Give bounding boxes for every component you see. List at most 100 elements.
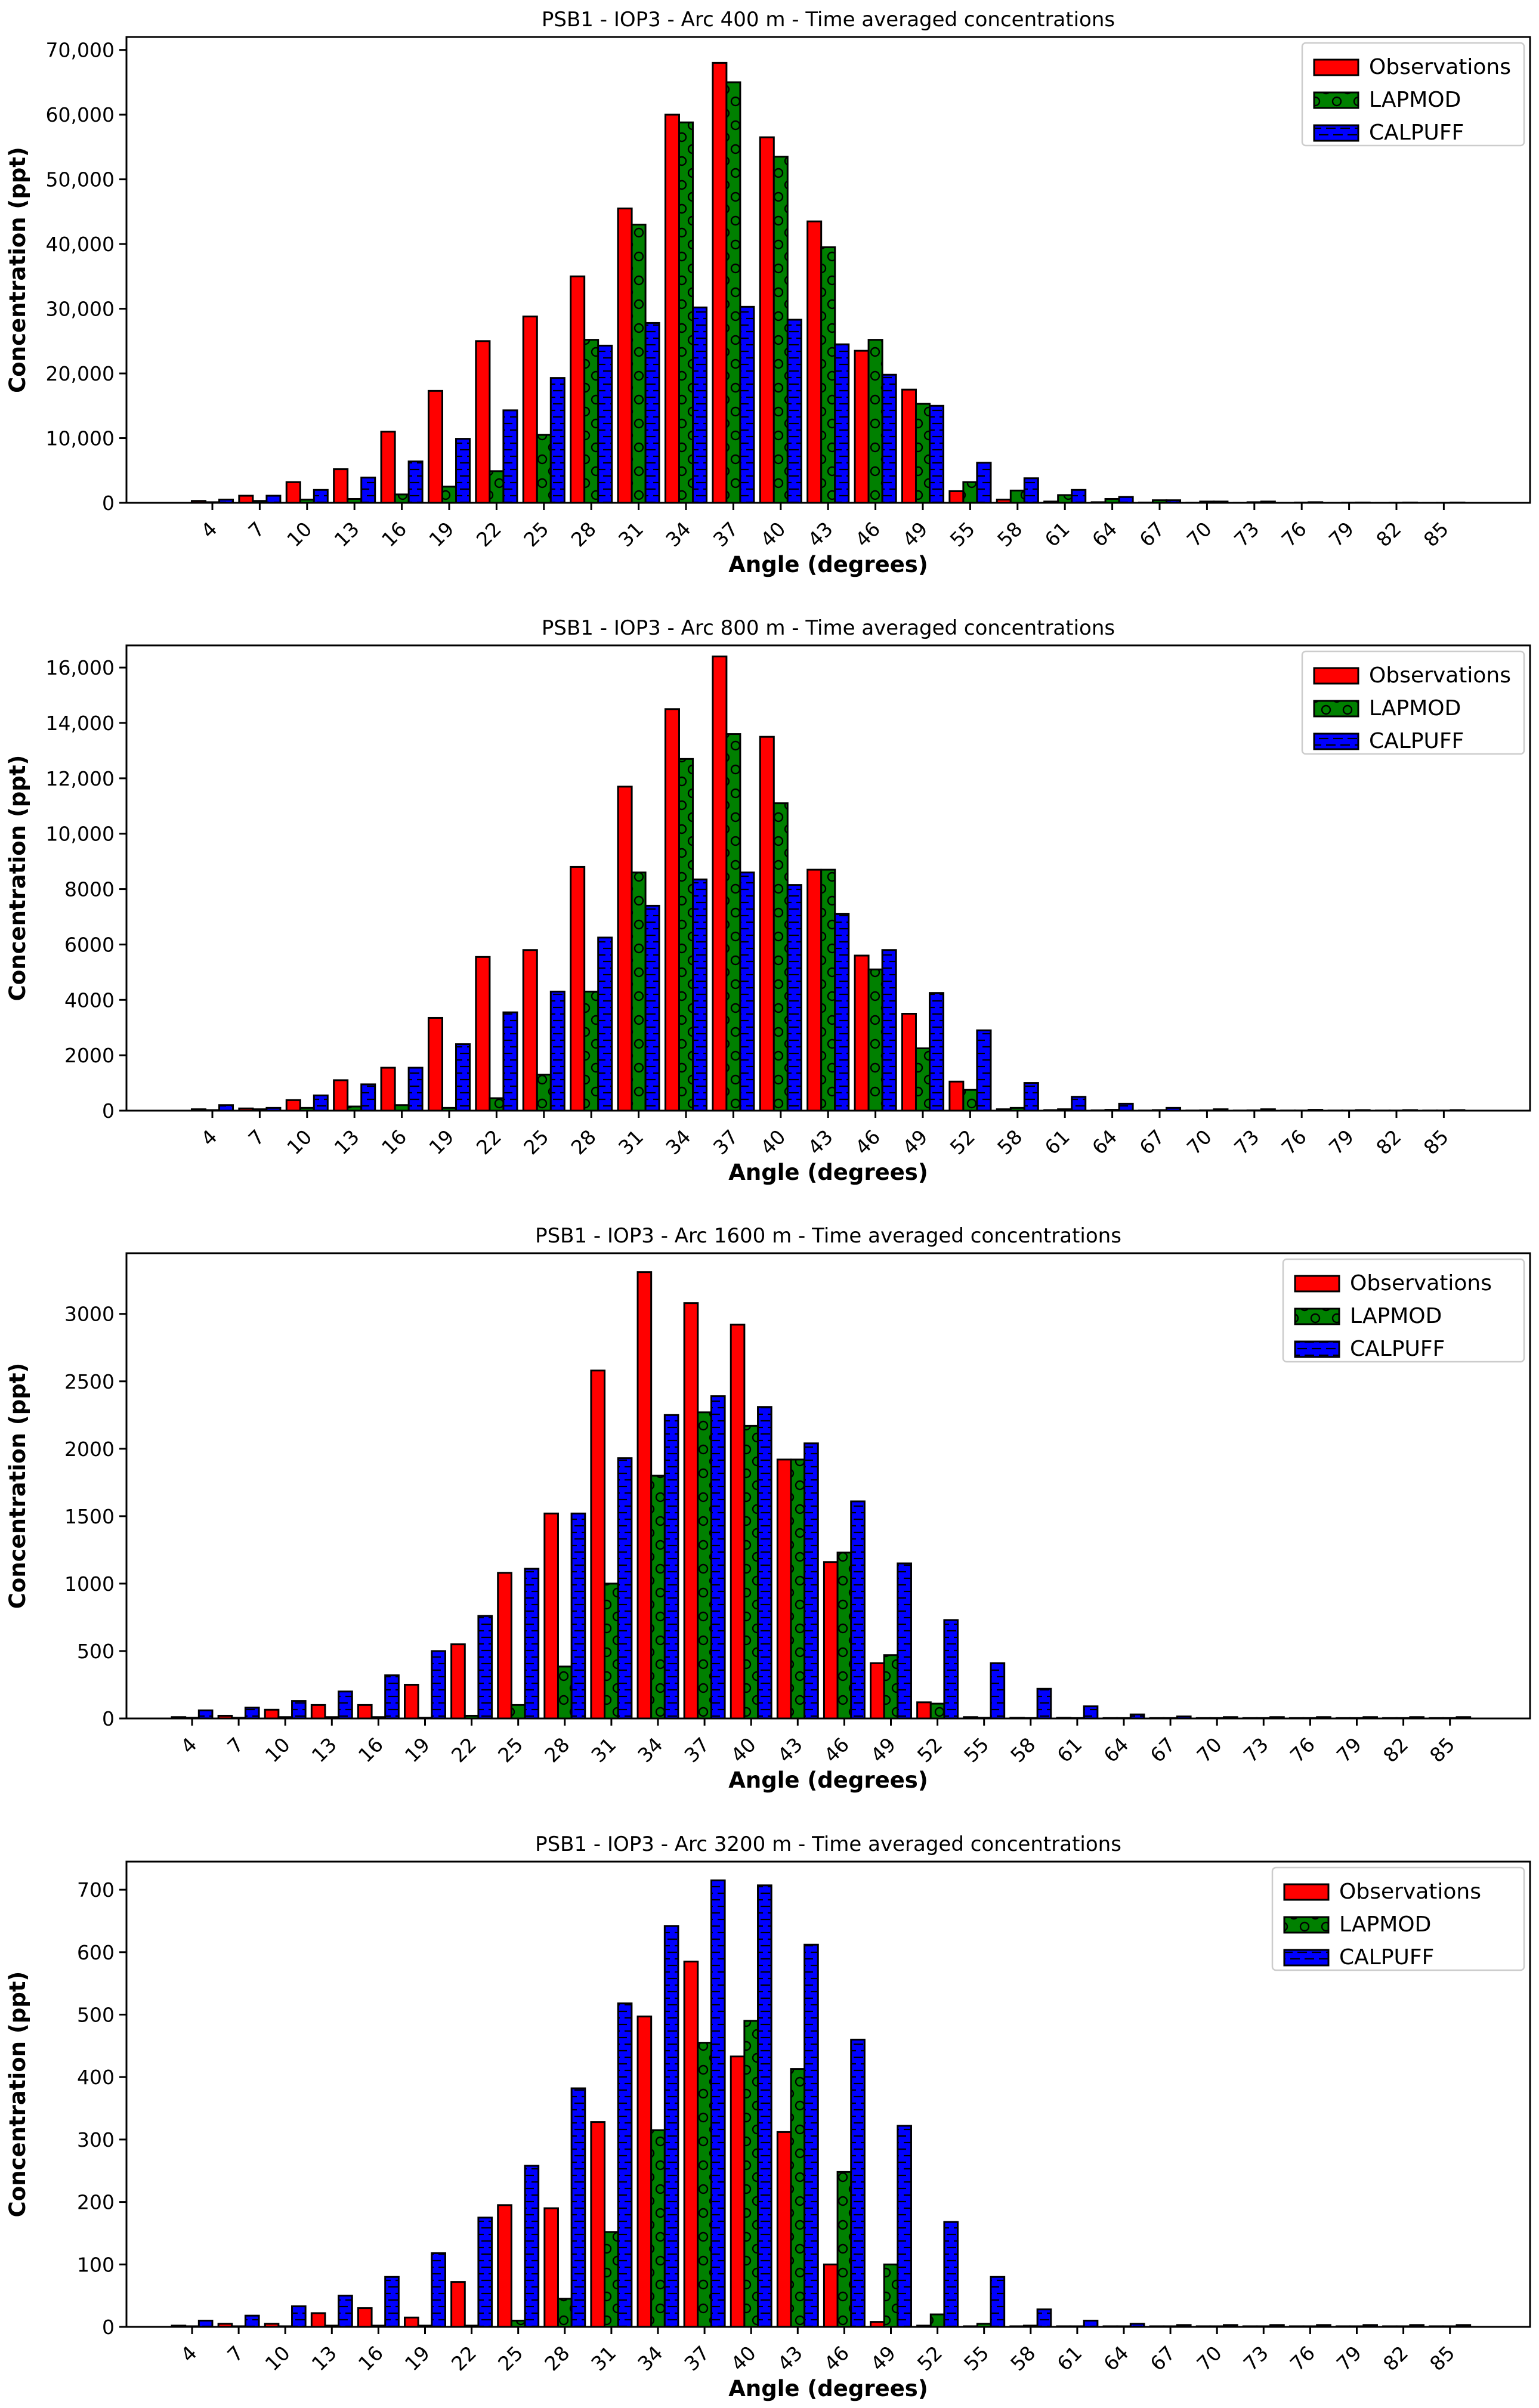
x-tick-label: 13 [307,2341,341,2375]
x-tick-label: 7 [244,517,269,542]
lapmod-bar-hatch-43 [821,870,835,1111]
calpuff-bar-hatch-10 [314,490,328,503]
y-tick-label: 6000 [64,933,115,956]
x-tick-label: 22 [472,1125,506,1159]
observations-bar-31 [590,2121,606,2328]
observations-bar-19 [404,1683,419,1720]
y-axis-label: Concentration (ppt) [5,147,30,393]
x-tick-label: 70 [1192,2341,1226,2375]
lapmod-bar-hatch-19 [442,1108,456,1111]
calpuff-bar-hatch-22 [478,1616,492,1718]
observations-bar-55 [948,490,965,504]
x-tick-label: 76 [1277,517,1311,551]
x-tick-label: 34 [633,2341,667,2375]
calpuff-legend-label: CALPUFF [1350,1337,1445,1361]
calpuff-bar-hatch-43 [835,914,849,1111]
x-tick-label: 70 [1182,1125,1216,1159]
y-tick-label: 300 [77,2128,115,2152]
observations-bar-34 [636,2016,653,2328]
x-tick-label: 31 [586,1733,620,1767]
lapmod-bar-hatch-37 [697,1412,712,1718]
x-tick-label: 58 [993,1125,1027,1159]
y-tick-label: 20,000 [46,362,115,385]
y-tick-label: 14,000 [46,712,115,735]
calpuff-bar-hatch-82 [1410,2324,1424,2327]
x-tick-label: 55 [945,517,979,551]
x-tick-label: 31 [614,517,648,551]
x-tick-label: 10 [282,517,316,551]
calpuff-legend-label: CALPUFF [1369,729,1464,753]
calpuff-bar-hatch-58 [1037,2309,1051,2327]
chart-3: PSB1 - IOP3 - Arc 1600 m - Time averaged… [5,1224,1531,1793]
calpuff-bar-hatch-64 [1130,2323,1144,2327]
calpuff-bar-hatch-13 [361,477,375,503]
x-tick-label: 61 [1040,517,1074,551]
x-tick-label: 28 [567,517,601,551]
calpuff-bar-hatch-31 [645,905,660,1111]
chart-4: PSB1 - IOP3 - Arc 3200 m - Time averaged… [5,1832,1531,2401]
y-tick-label: 200 [77,2191,115,2214]
calpuff-bar-hatch-10 [292,1701,306,1718]
x-tick-label: 61 [1052,2341,1086,2375]
x-tick-label: 43 [804,1125,838,1159]
x-tick-label: 85 [1425,2341,1459,2375]
lapmod-bar-hatch-10 [300,499,314,503]
x-tick-label: 70 [1182,517,1216,551]
legend: Observations LAPMOD CALPUFF [1271,1866,1525,1971]
chart-title: PSB1 - IOP3 - Arc 800 m - Time averaged … [542,616,1115,640]
lapmod-bar-hatch-31 [604,1583,619,1718]
calpuff-bar-hatch-13 [338,2295,353,2327]
calpuff-bar-hatch-22 [503,1012,517,1111]
lapmod-bar-hatch-25 [537,435,551,503]
calpuff-bar-hatch-49 [929,993,944,1111]
y-tick-label: 600 [77,1941,115,1964]
x-tick-label: 31 [614,1125,648,1159]
y-tick-label: 60,000 [46,103,115,126]
legend-box [1282,1258,1525,1363]
calpuff-bar-hatch-19 [456,438,470,503]
legend: Observations LAPMOD CALPUFF [1301,650,1525,755]
lapmod-bar-hatch-49 [884,1655,898,1718]
x-tick-label: 28 [540,2341,574,2375]
x-tick-label: 43 [773,1733,807,1767]
lapmod-bar-hatch-22 [465,1715,478,1718]
calpuff-bar-hatch-79 [1363,2324,1377,2327]
x-tick-label: 79 [1332,1733,1366,1767]
observations-bar-46 [823,1561,839,1720]
observations-bar-40 [730,1324,746,1720]
lapmod-bar-hatch-13 [347,1106,361,1111]
calpuff-bar-hatch-31 [645,323,660,503]
calpuff-bar-hatch-25 [551,991,565,1111]
calpuff-bar-hatch-43 [804,1945,818,2327]
calpuff-bar-hatch-67 [1166,500,1180,503]
calpuff-bar-hatch-7 [245,2316,259,2327]
x-tick-label: 28 [567,1125,601,1159]
lapmod-bar-hatch-55 [963,482,977,503]
y-tick-label: 10,000 [46,823,115,846]
y-axis-label: Concentration (ppt) [5,1363,30,1609]
calpuff-bar-hatch-7 [245,1707,259,1718]
lapmod-legend-label: LAPMOD [1350,1304,1442,1328]
lapmod-bar-hatch-52 [931,1704,944,1718]
x-tick-label: 22 [447,1733,481,1767]
calpuff-bar-hatch-4 [219,499,233,503]
calpuff-bar-hatch-67 [1177,1716,1191,1718]
calpuff-bar-hatch-49 [897,1563,911,1718]
lapmod-bar-hatch-37 [697,2042,712,2327]
lapmod-bar-hatch-49 [916,404,930,503]
x-tick-label: 49 [898,1125,932,1159]
x-tick-label: 52 [913,2341,947,2375]
x-tick-label: 4 [196,517,221,542]
x-tick-label: 7 [244,1125,269,1150]
y-tick-label: 30,000 [46,298,115,321]
calpuff-bar-hatch-40 [787,885,802,1111]
x-tick-label: 40 [756,1125,790,1159]
calpuff-bar-hatch-4 [219,1105,233,1111]
lapmod-bar-hatch-25 [511,2320,526,2327]
lapmod-bar-hatch-19 [442,486,456,503]
lapmod-bar-hatch-28 [584,991,598,1111]
calpuff-bar-hatch-7 [266,1108,280,1111]
observations-bar-49 [901,388,917,504]
calpuff-bar-hatch-37 [711,1396,725,1718]
observations-bar-28 [543,2207,559,2328]
